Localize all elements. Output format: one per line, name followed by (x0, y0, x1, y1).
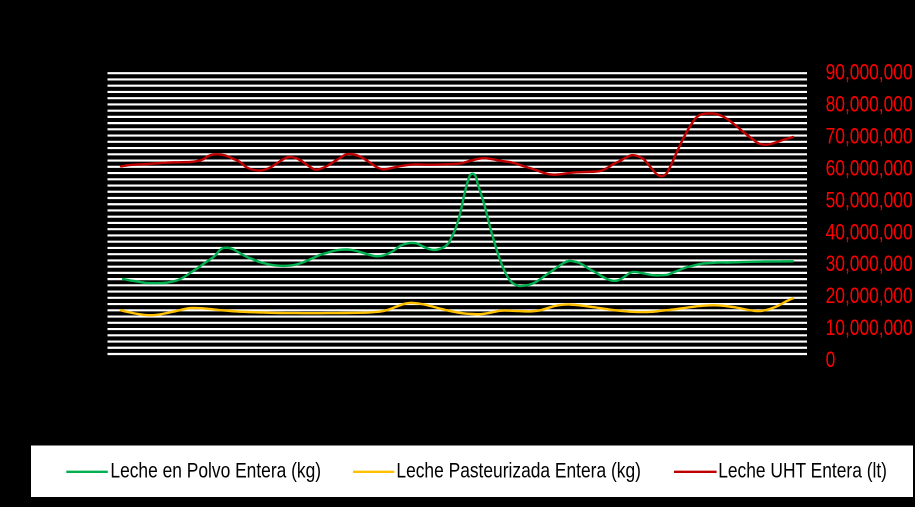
svg-text:80,000,000: 80,000,000 (826, 93, 913, 117)
svg-text:30,000,000: 30,000,000 (826, 252, 913, 276)
svg-text:20,000,000: 20,000,000 (826, 284, 913, 308)
svg-text:70,000,000: 70,000,000 (826, 125, 913, 149)
svg-text:10,000,000: 10,000,000 (826, 316, 913, 340)
svg-text:50,000,000: 50,000,000 (826, 188, 913, 212)
svg-text:Leche en Polvo Entera (kg): Leche en Polvo Entera (kg) (110, 460, 321, 483)
svg-text:90,000,000: 90,000,000 (826, 61, 913, 85)
svg-text:0: 0 (826, 348, 836, 372)
svg-text:40,000,000: 40,000,000 (826, 220, 913, 244)
svg-text:Leche UHT Entera (lt): Leche UHT Entera (lt) (718, 460, 887, 483)
svg-text:60,000,000: 60,000,000 (826, 157, 913, 181)
svg-text:Leche Pasteurizada Entera (kg): Leche Pasteurizada Entera (kg) (396, 460, 641, 483)
